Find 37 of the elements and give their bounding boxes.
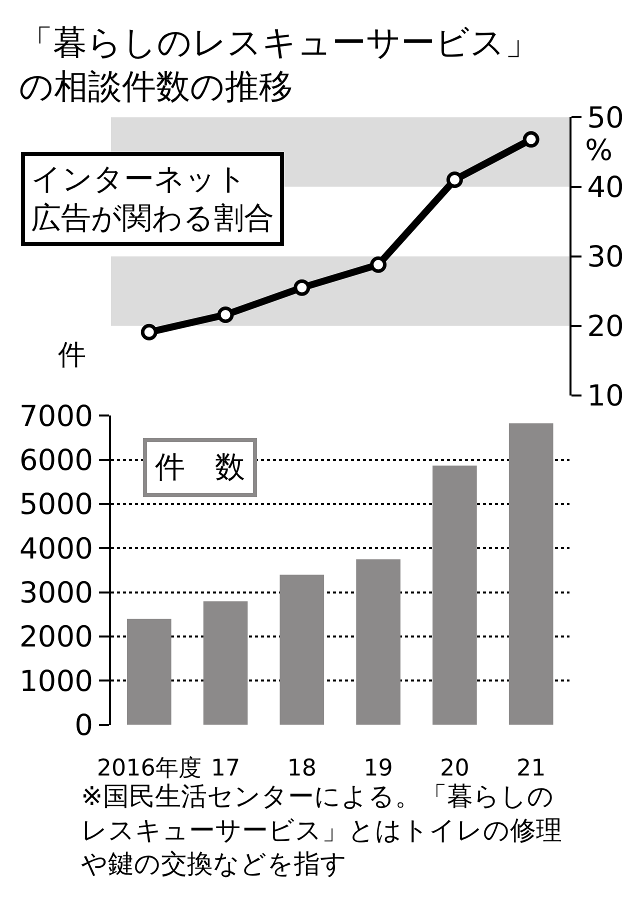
y-tick-label: 50 bbox=[587, 100, 624, 134]
bar bbox=[432, 466, 477, 725]
x-tick-label: 20 bbox=[440, 755, 470, 782]
point bbox=[140, 324, 158, 340]
bar bbox=[356, 559, 400, 725]
text: ※国民生活センターによる。「暮らしのレスキューサービス」とはトイレの修理や鍵の交換などを指す bbox=[81, 782, 562, 880]
y-tick-label: 20 bbox=[587, 309, 624, 344]
y-axis-title: 件 bbox=[58, 338, 86, 371]
point bbox=[217, 306, 234, 324]
y-tick-label: 40 bbox=[587, 170, 624, 204]
y-tick-label: 1000 bbox=[19, 664, 94, 698]
series-label: インターネット広告が関わる割合 bbox=[31, 162, 274, 236]
y-tick-label: 30 bbox=[587, 239, 624, 274]
point bbox=[370, 256, 387, 273]
x-tick-label: 19 bbox=[364, 755, 393, 782]
y-axis-title: % bbox=[585, 133, 613, 167]
bar bbox=[126, 618, 172, 725]
x-tick-label: 17 bbox=[210, 755, 240, 782]
y-tick-label: 4000 bbox=[19, 531, 94, 566]
y-tick-label: 3000 bbox=[19, 576, 94, 610]
chart-title: 「暮らしのレスキューサービス」の相談件数の推移 bbox=[19, 23, 539, 108]
text: 件 数 bbox=[155, 450, 245, 485]
y-tick-label: 5000 bbox=[19, 487, 94, 522]
x-tick-label: 2016年度 bbox=[96, 755, 202, 782]
point bbox=[446, 172, 463, 188]
point bbox=[522, 131, 540, 148]
bar bbox=[280, 574, 324, 725]
y-tick-label: 0 bbox=[74, 708, 94, 742]
bar bbox=[203, 601, 248, 725]
y-tick-label: 10 bbox=[587, 378, 624, 413]
point bbox=[294, 279, 310, 296]
x-tick-label: 18 bbox=[287, 755, 317, 782]
bar bbox=[508, 423, 554, 725]
y-tick-label: 7000 bbox=[19, 398, 94, 433]
x-tick-label: 21 bbox=[516, 755, 546, 782]
y-tick-label: 2000 bbox=[19, 620, 94, 654]
y-tick-label: 6000 bbox=[19, 443, 94, 478]
